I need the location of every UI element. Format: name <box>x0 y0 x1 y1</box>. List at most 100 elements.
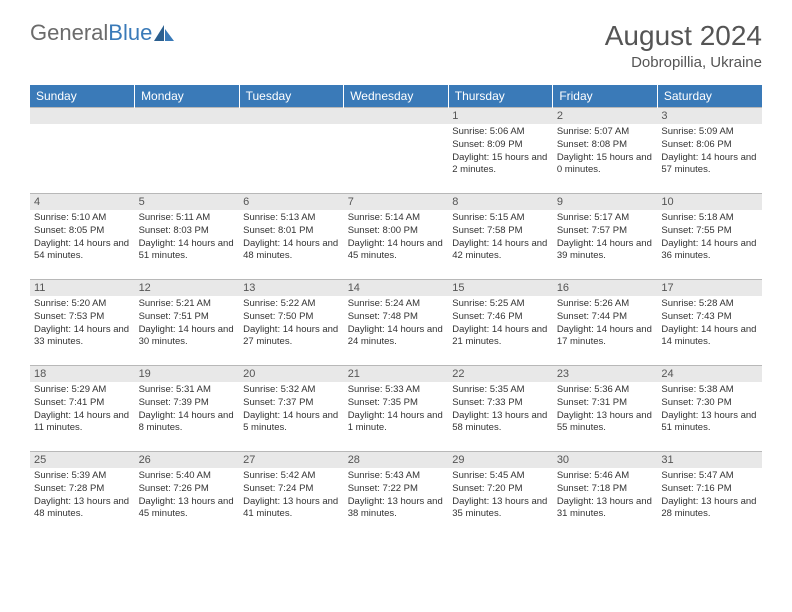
weekday-header: Tuesday <box>239 85 344 108</box>
calendar-cell: 10Sunrise: 5:18 AMSunset: 7:55 PMDayligh… <box>657 194 762 280</box>
day-number: 28 <box>344 452 449 468</box>
day-number: 16 <box>553 280 658 296</box>
calendar-cell: 5Sunrise: 5:11 AMSunset: 8:03 PMDaylight… <box>135 194 240 280</box>
day-number: 31 <box>657 452 762 468</box>
header: GeneralBlue August 2024 Dobropillia, Ukr… <box>0 0 792 79</box>
day-content: Sunrise: 5:15 AMSunset: 7:58 PMDaylight:… <box>448 210 553 267</box>
calendar-table: SundayMondayTuesdayWednesdayThursdayFrid… <box>30 85 762 538</box>
weekday-header: Thursday <box>448 85 553 108</box>
location: Dobropillia, Ukraine <box>605 54 762 71</box>
calendar-cell: 17Sunrise: 5:28 AMSunset: 7:43 PMDayligh… <box>657 280 762 366</box>
day-content: Sunrise: 5:11 AMSunset: 8:03 PMDaylight:… <box>135 210 240 267</box>
calendar-head: SundayMondayTuesdayWednesdayThursdayFrid… <box>30 85 762 108</box>
day-number: 14 <box>344 280 449 296</box>
day-content: Sunrise: 5:24 AMSunset: 7:48 PMDaylight:… <box>344 296 449 353</box>
weekday-header: Wednesday <box>344 85 449 108</box>
day-content: Sunrise: 5:22 AMSunset: 7:50 PMDaylight:… <box>239 296 344 353</box>
day-content: Sunrise: 5:35 AMSunset: 7:33 PMDaylight:… <box>448 382 553 439</box>
day-number: 27 <box>239 452 344 468</box>
day-content: Sunrise: 5:10 AMSunset: 8:05 PMDaylight:… <box>30 210 135 267</box>
calendar-cell <box>135 108 240 194</box>
calendar-week-row: 4Sunrise: 5:10 AMSunset: 8:05 PMDaylight… <box>30 194 762 280</box>
calendar-cell: 15Sunrise: 5:25 AMSunset: 7:46 PMDayligh… <box>448 280 553 366</box>
calendar-cell: 8Sunrise: 5:15 AMSunset: 7:58 PMDaylight… <box>448 194 553 280</box>
calendar-cell: 27Sunrise: 5:42 AMSunset: 7:24 PMDayligh… <box>239 452 344 538</box>
calendar-cell: 13Sunrise: 5:22 AMSunset: 7:50 PMDayligh… <box>239 280 344 366</box>
calendar-cell <box>239 108 344 194</box>
calendar-week-row: 11Sunrise: 5:20 AMSunset: 7:53 PMDayligh… <box>30 280 762 366</box>
calendar-cell: 14Sunrise: 5:24 AMSunset: 7:48 PMDayligh… <box>344 280 449 366</box>
calendar-cell: 3Sunrise: 5:09 AMSunset: 8:06 PMDaylight… <box>657 108 762 194</box>
day-content: Sunrise: 5:45 AMSunset: 7:20 PMDaylight:… <box>448 468 553 525</box>
day-number: 10 <box>657 194 762 210</box>
day-content: Sunrise: 5:21 AMSunset: 7:51 PMDaylight:… <box>135 296 240 353</box>
calendar-cell: 6Sunrise: 5:13 AMSunset: 8:01 PMDaylight… <box>239 194 344 280</box>
day-number: 18 <box>30 366 135 382</box>
calendar-cell: 25Sunrise: 5:39 AMSunset: 7:28 PMDayligh… <box>30 452 135 538</box>
month-title: August 2024 <box>605 20 762 52</box>
day-content: Sunrise: 5:42 AMSunset: 7:24 PMDaylight:… <box>239 468 344 525</box>
day-content: Sunrise: 5:25 AMSunset: 7:46 PMDaylight:… <box>448 296 553 353</box>
sail-icon <box>154 25 174 41</box>
day-number: 24 <box>657 366 762 382</box>
day-content: Sunrise: 5:26 AMSunset: 7:44 PMDaylight:… <box>553 296 658 353</box>
day-content: Sunrise: 5:14 AMSunset: 8:00 PMDaylight:… <box>344 210 449 267</box>
day-number: 17 <box>657 280 762 296</box>
calendar-cell: 12Sunrise: 5:21 AMSunset: 7:51 PMDayligh… <box>135 280 240 366</box>
calendar-cell: 2Sunrise: 5:07 AMSunset: 8:08 PMDaylight… <box>553 108 658 194</box>
day-number: 11 <box>30 280 135 296</box>
day-content: Sunrise: 5:31 AMSunset: 7:39 PMDaylight:… <box>135 382 240 439</box>
day-number: 5 <box>135 194 240 210</box>
day-content: Sunrise: 5:28 AMSunset: 7:43 PMDaylight:… <box>657 296 762 353</box>
calendar-cell: 28Sunrise: 5:43 AMSunset: 7:22 PMDayligh… <box>344 452 449 538</box>
day-content: Sunrise: 5:36 AMSunset: 7:31 PMDaylight:… <box>553 382 658 439</box>
calendar-cell: 7Sunrise: 5:14 AMSunset: 8:00 PMDaylight… <box>344 194 449 280</box>
weekday-header: Monday <box>135 85 240 108</box>
day-content: Sunrise: 5:46 AMSunset: 7:18 PMDaylight:… <box>553 468 658 525</box>
day-number: 25 <box>30 452 135 468</box>
calendar-cell: 26Sunrise: 5:40 AMSunset: 7:26 PMDayligh… <box>135 452 240 538</box>
weekday-header: Friday <box>553 85 658 108</box>
day-content: Sunrise: 5:06 AMSunset: 8:09 PMDaylight:… <box>448 124 553 181</box>
day-number: 19 <box>135 366 240 382</box>
weekday-header: Saturday <box>657 85 762 108</box>
day-number: 12 <box>135 280 240 296</box>
day-number: 21 <box>344 366 449 382</box>
calendar-cell: 23Sunrise: 5:36 AMSunset: 7:31 PMDayligh… <box>553 366 658 452</box>
day-number: 22 <box>448 366 553 382</box>
calendar-cell: 4Sunrise: 5:10 AMSunset: 8:05 PMDaylight… <box>30 194 135 280</box>
day-number: 30 <box>553 452 658 468</box>
day-content: Sunrise: 5:43 AMSunset: 7:22 PMDaylight:… <box>344 468 449 525</box>
calendar-cell: 21Sunrise: 5:33 AMSunset: 7:35 PMDayligh… <box>344 366 449 452</box>
weekday-row: SundayMondayTuesdayWednesdayThursdayFrid… <box>30 85 762 108</box>
calendar-cell <box>344 108 449 194</box>
day-number: 9 <box>553 194 658 210</box>
day-number-empty <box>239 108 344 124</box>
calendar-cell: 30Sunrise: 5:46 AMSunset: 7:18 PMDayligh… <box>553 452 658 538</box>
calendar-cell: 20Sunrise: 5:32 AMSunset: 7:37 PMDayligh… <box>239 366 344 452</box>
day-number: 26 <box>135 452 240 468</box>
calendar-cell: 24Sunrise: 5:38 AMSunset: 7:30 PMDayligh… <box>657 366 762 452</box>
day-number: 8 <box>448 194 553 210</box>
calendar-week-row: 1Sunrise: 5:06 AMSunset: 8:09 PMDaylight… <box>30 108 762 194</box>
day-number-empty <box>344 108 449 124</box>
day-content: Sunrise: 5:47 AMSunset: 7:16 PMDaylight:… <box>657 468 762 525</box>
day-number: 4 <box>30 194 135 210</box>
calendar-cell: 18Sunrise: 5:29 AMSunset: 7:41 PMDayligh… <box>30 366 135 452</box>
calendar-cell: 29Sunrise: 5:45 AMSunset: 7:20 PMDayligh… <box>448 452 553 538</box>
calendar-week-row: 25Sunrise: 5:39 AMSunset: 7:28 PMDayligh… <box>30 452 762 538</box>
day-content: Sunrise: 5:13 AMSunset: 8:01 PMDaylight:… <box>239 210 344 267</box>
logo-text: GeneralBlue <box>30 20 152 46</box>
calendar-cell: 16Sunrise: 5:26 AMSunset: 7:44 PMDayligh… <box>553 280 658 366</box>
day-content: Sunrise: 5:32 AMSunset: 7:37 PMDaylight:… <box>239 382 344 439</box>
calendar-cell: 9Sunrise: 5:17 AMSunset: 7:57 PMDaylight… <box>553 194 658 280</box>
day-number: 13 <box>239 280 344 296</box>
day-number: 23 <box>553 366 658 382</box>
day-content: Sunrise: 5:29 AMSunset: 7:41 PMDaylight:… <box>30 382 135 439</box>
day-number: 29 <box>448 452 553 468</box>
calendar-body: 1Sunrise: 5:06 AMSunset: 8:09 PMDaylight… <box>30 108 762 538</box>
calendar-cell: 31Sunrise: 5:47 AMSunset: 7:16 PMDayligh… <box>657 452 762 538</box>
day-content: Sunrise: 5:07 AMSunset: 8:08 PMDaylight:… <box>553 124 658 181</box>
day-number-empty <box>135 108 240 124</box>
day-number: 6 <box>239 194 344 210</box>
